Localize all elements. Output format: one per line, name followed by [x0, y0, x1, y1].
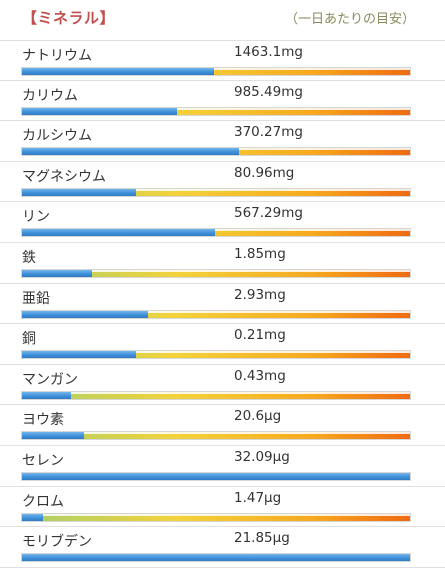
daily-guide-note: （一日あたりの目安）: [284, 12, 415, 27]
mineral-row: カルシウム 370.27mg: [0, 121, 445, 162]
intake-bar-fill: [22, 107, 178, 115]
intake-bar-fill: [22, 188, 137, 196]
mineral-amount: 567.29mg: [234, 205, 303, 222]
mineral-amount: 1463.1mg: [234, 44, 303, 60]
mineral-row: ヨウ素 20.6μg: [0, 405, 445, 446]
intake-bar-fill: [22, 391, 71, 399]
mineral-row: マグネシウム 80.96mg: [0, 162, 445, 203]
mineral-amount: 32.09μg: [234, 448, 290, 465]
mineral-amount: 1.47μg: [234, 489, 282, 506]
intake-bar-fill: [22, 472, 410, 480]
mineral-row: モリブデン 21.85μg: [0, 527, 445, 568]
intake-bar-track: [21, 553, 411, 563]
mineral-name: ヨウ素: [22, 412, 64, 429]
mineral-amount: 1.85mg: [234, 245, 286, 262]
mineral-amount: 0.43mg: [234, 367, 286, 384]
mineral-list: ナトリウム 1463.1mg カリウム 985.49mg カルシウム 370.27mg マグ…: [0, 40, 445, 568]
mineral-amount: 21.85μg: [234, 530, 290, 547]
mineral-name: 銅: [22, 331, 36, 348]
intake-bar-fill: [22, 310, 149, 318]
intake-bar-fill: [22, 269, 92, 277]
mineral-row: セレン 32.09μg: [0, 446, 445, 487]
mineral-amount: 20.6μg: [234, 408, 282, 425]
intake-bar-fill: [22, 351, 137, 359]
intake-bar-fill: [22, 554, 410, 562]
mineral-row: マンガン 0.43mg: [0, 365, 445, 406]
mineral-name: リン: [22, 209, 50, 226]
mineral-amount: 80.96mg: [234, 164, 295, 181]
mineral-amount: 985.49mg: [234, 83, 303, 100]
mineral-name: カリウム: [22, 87, 78, 104]
section-header: 【ミネラル】 （一日あたりの目安）: [0, 0, 445, 36]
section-title: 【ミネラル】: [22, 9, 116, 27]
mineral-name: クロム: [22, 493, 64, 510]
intake-bar-track: [21, 350, 411, 360]
intake-bar-fill: [22, 148, 240, 156]
intake-bar-track: [21, 309, 411, 319]
mineral-row: 銅 0.21mg: [0, 324, 445, 365]
mineral-name: マグネシウム: [22, 168, 106, 185]
intake-bar-track: [21, 512, 411, 522]
mineral-name: マンガン: [22, 371, 78, 388]
mineral-name: セレン: [22, 452, 64, 469]
intake-bar-track: [21, 187, 411, 197]
mineral-row: 亜鉛 2.93mg: [0, 284, 445, 325]
mineral-amount: 2.93mg: [234, 286, 286, 303]
intake-bar-fill: [22, 68, 215, 75]
intake-bar-fill: [22, 513, 44, 521]
mineral-name: カルシウム: [22, 128, 92, 145]
intake-bar-track: [21, 228, 411, 238]
intake-bar-track: [21, 268, 411, 278]
mineral-row: ナトリウム 1463.1mg: [0, 40, 445, 81]
mineral-name: 鉄: [22, 249, 36, 266]
mineral-name: モリブデン: [22, 534, 92, 551]
mineral-name: 亜鉛: [22, 290, 50, 307]
intake-bar-track: [21, 67, 411, 76]
mineral-row: リン 567.29mg: [0, 202, 445, 243]
mineral-amount: 370.27mg: [234, 124, 303, 141]
mineral-row: 鉄 1.85mg: [0, 243, 445, 284]
mineral-row: カリウム 985.49mg: [0, 81, 445, 122]
intake-bar-track: [21, 390, 411, 400]
intake-bar-fill: [22, 229, 215, 237]
mineral-name: ナトリウム: [22, 48, 92, 64]
intake-bar-fill: [22, 432, 85, 440]
intake-bar-track: [21, 431, 411, 441]
mineral-amount: 0.21mg: [234, 327, 286, 344]
intake-bar-track: [21, 147, 411, 157]
intake-bar-track: [21, 106, 411, 116]
mineral-row: クロム 1.47μg: [0, 487, 445, 528]
intake-bar-track: [21, 471, 411, 481]
